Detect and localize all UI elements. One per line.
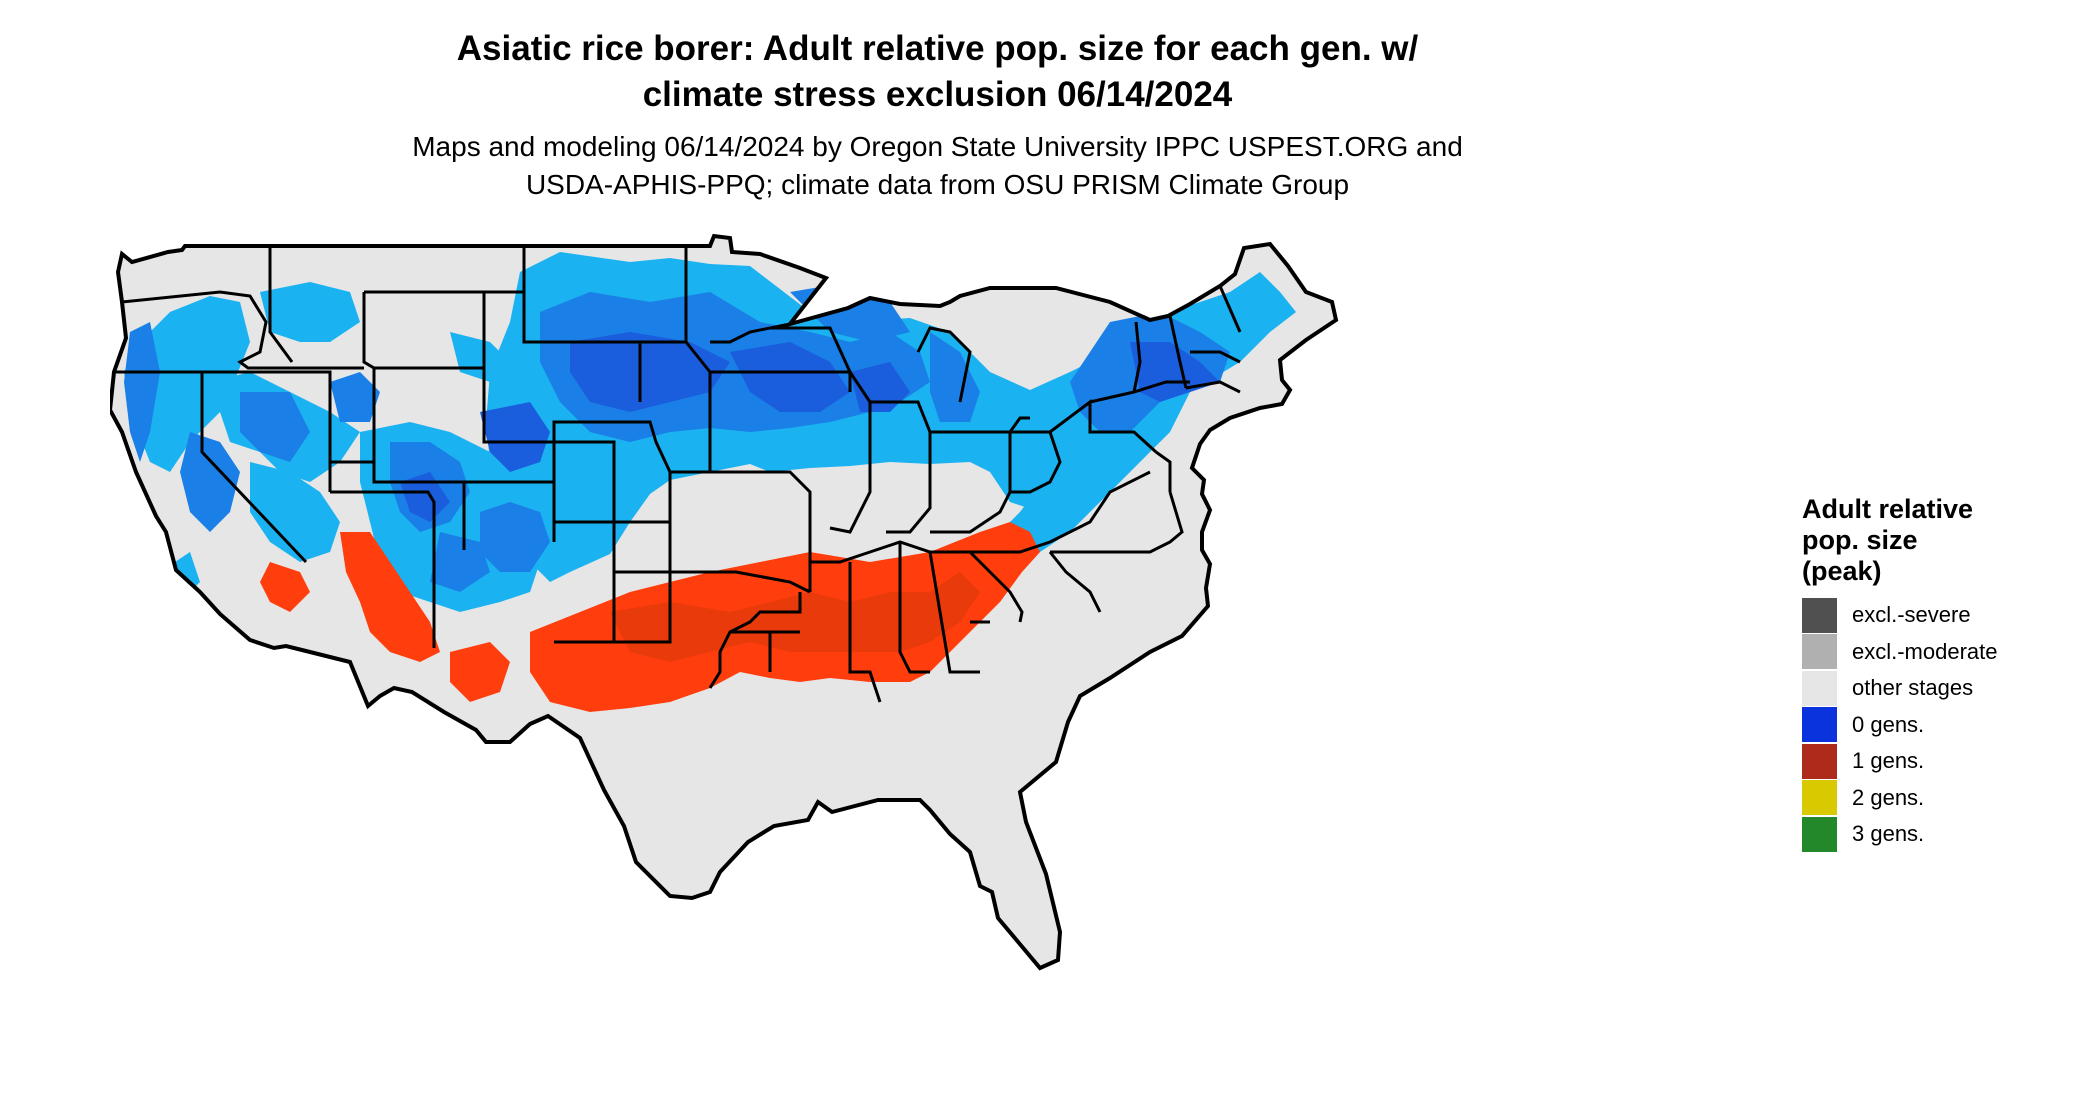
legend-label: 2 gens. [1852,784,1925,810]
legend-swatch [1802,743,1837,779]
legend-swatch [1802,780,1837,816]
legend-label: other stages [1852,675,1974,701]
legend-title-line-2: pop. size [1802,525,1918,555]
legend-swatch [1802,670,1837,706]
title-line-1: Asiatic rice borer: Adult relative pop. … [456,29,1419,68]
map-subtitle: Maps and modeling 06/14/2024 by Oregon S… [0,128,1875,204]
legend-title: Adult relative pop. size (peak) [1802,494,2082,587]
legend-label: 0 gens. [1852,711,1925,737]
map-title: Asiatic rice borer: Adult relative pop. … [0,26,1875,118]
legend-title-line-3: (peak) [1802,556,1882,586]
subtitle-line-1: Maps and modeling 06/14/2024 by Oregon S… [412,131,1463,162]
legend-swatch [1802,597,1837,633]
us-map [110,234,1338,970]
legend-item: 0 gens. [1802,707,2082,744]
subtitle-line-2: USDA-APHIS-PPQ; climate data from OSU PR… [525,169,1350,200]
legend-item: 2 gens. [1802,780,2082,817]
legend-items: excl.-severe excl.-moderate other stages 0 … [1802,597,2082,853]
legend-label: 1 gens. [1852,748,1925,774]
legend-item: other stages [1802,670,2082,707]
legend: Adult relative pop. size (peak) excl.-se… [1802,494,2082,853]
state-borders [110,234,1338,970]
dark-orange-zone [610,572,980,662]
legend-title-line-1: Adult relative [1802,494,1974,524]
legend-item: 1 gens. [1802,743,2082,780]
legend-item: excl.-severe [1802,597,2082,634]
legend-item: 3 gens. [1802,816,2082,853]
title-line-2: climate stress exclusion 06/14/2024 [642,75,1233,114]
legend-label: excl.-severe [1852,602,1971,628]
legend-swatch [1802,707,1837,743]
legend-swatch [1802,816,1837,852]
legend-item: excl.-moderate [1802,634,2082,671]
legend-label: 3 gens. [1852,821,1925,847]
legend-label: excl.-moderate [1852,638,1998,664]
legend-swatch [1802,634,1837,670]
